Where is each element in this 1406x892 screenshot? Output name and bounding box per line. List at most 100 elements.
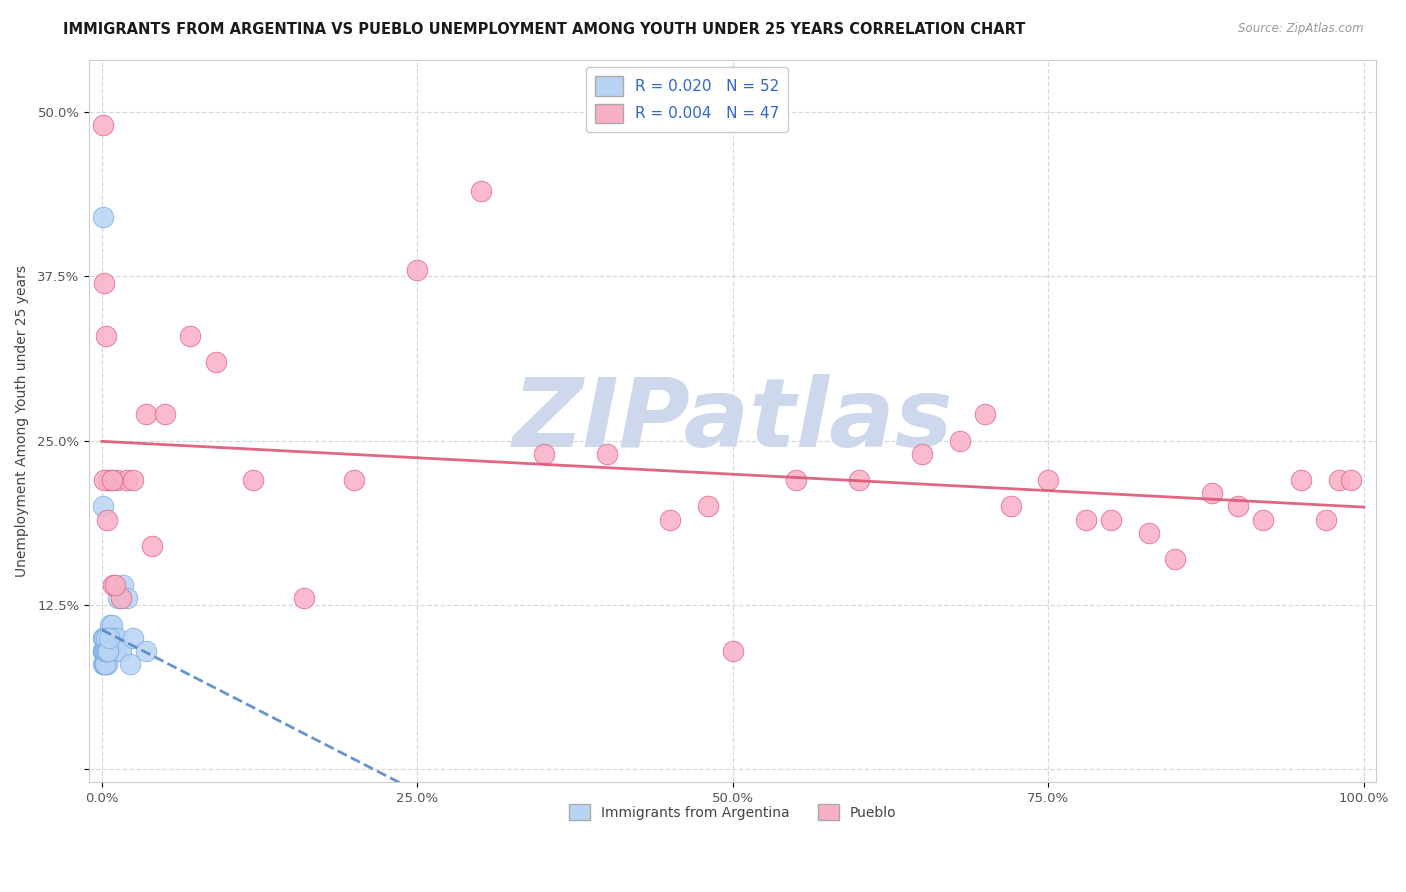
Point <box>100 644 122 658</box>
Point <box>93 657 115 671</box>
Point <box>94 328 117 343</box>
Point <box>94 657 117 671</box>
Point <box>696 500 718 514</box>
Point <box>97 644 120 658</box>
Text: Source: ZipAtlas.com: Source: ZipAtlas.com <box>1239 22 1364 36</box>
Point <box>103 644 125 658</box>
Point <box>153 408 176 422</box>
Point <box>96 631 118 645</box>
Point <box>949 434 972 448</box>
Point <box>204 355 226 369</box>
Point <box>101 473 124 487</box>
Point <box>1315 512 1337 526</box>
Point <box>103 644 125 658</box>
Point <box>533 447 555 461</box>
Point <box>242 473 264 487</box>
Point <box>110 591 132 606</box>
Point <box>93 644 115 658</box>
Point <box>100 473 122 487</box>
Point <box>721 644 744 658</box>
Point <box>94 657 117 671</box>
Point <box>97 644 120 658</box>
Point <box>103 578 125 592</box>
Y-axis label: Unemployment Among Youth under 25 years: Unemployment Among Youth under 25 years <box>15 265 30 577</box>
Point <box>97 644 120 658</box>
Point <box>91 118 114 132</box>
Point <box>1038 473 1060 487</box>
Point <box>1289 473 1312 487</box>
Point <box>98 617 121 632</box>
Point <box>91 631 114 645</box>
Point <box>93 644 115 658</box>
Point <box>1226 500 1249 514</box>
Point <box>974 408 997 422</box>
Point <box>115 473 138 487</box>
Point <box>97 473 120 487</box>
Point <box>658 512 681 526</box>
Point <box>179 328 201 343</box>
Point <box>470 184 492 198</box>
Point <box>94 631 117 645</box>
Point <box>107 591 129 606</box>
Point <box>105 631 128 645</box>
Point <box>91 211 114 225</box>
Point <box>96 512 118 526</box>
Point <box>596 447 619 461</box>
Point <box>91 644 114 658</box>
Point <box>97 644 120 658</box>
Point <box>96 657 118 671</box>
Point <box>104 644 127 658</box>
Point <box>94 657 117 671</box>
Point <box>98 631 121 645</box>
Point <box>110 644 132 658</box>
Point <box>94 644 117 658</box>
Point <box>93 644 115 658</box>
Point <box>122 473 145 487</box>
Point <box>1163 552 1185 566</box>
Point <box>91 657 114 671</box>
Point <box>1076 512 1098 526</box>
Point <box>93 276 115 290</box>
Point <box>292 591 315 606</box>
Point <box>101 617 124 632</box>
Point <box>1201 486 1223 500</box>
Point <box>848 473 870 487</box>
Point <box>1101 512 1123 526</box>
Point <box>91 644 114 658</box>
Point <box>1251 512 1274 526</box>
Point <box>406 263 429 277</box>
Point <box>93 644 115 658</box>
Point <box>101 644 124 658</box>
Point <box>343 473 366 487</box>
Point <box>93 473 115 487</box>
Point <box>1327 473 1350 487</box>
Point <box>911 447 934 461</box>
Point <box>1000 500 1022 514</box>
Point <box>93 631 115 645</box>
Point <box>141 539 163 553</box>
Point <box>97 631 120 645</box>
Point <box>118 657 141 671</box>
Point <box>1340 473 1362 487</box>
Point <box>103 631 125 645</box>
Point <box>135 408 157 422</box>
Point <box>96 644 118 658</box>
Legend: Immigrants from Argentina, Pueblo: Immigrants from Argentina, Pueblo <box>564 799 901 826</box>
Point <box>93 644 115 658</box>
Point <box>98 631 121 645</box>
Point <box>94 644 117 658</box>
Point <box>94 644 117 658</box>
Point <box>112 578 135 592</box>
Point <box>91 500 114 514</box>
Point <box>103 578 125 592</box>
Text: ZIPatlas: ZIPatlas <box>513 375 953 467</box>
Point <box>96 631 118 645</box>
Point <box>135 644 157 658</box>
Point <box>122 631 145 645</box>
Point <box>96 644 118 658</box>
Point <box>100 631 122 645</box>
Point <box>96 644 118 658</box>
Point <box>115 591 138 606</box>
Point <box>1137 525 1160 540</box>
Point <box>105 473 128 487</box>
